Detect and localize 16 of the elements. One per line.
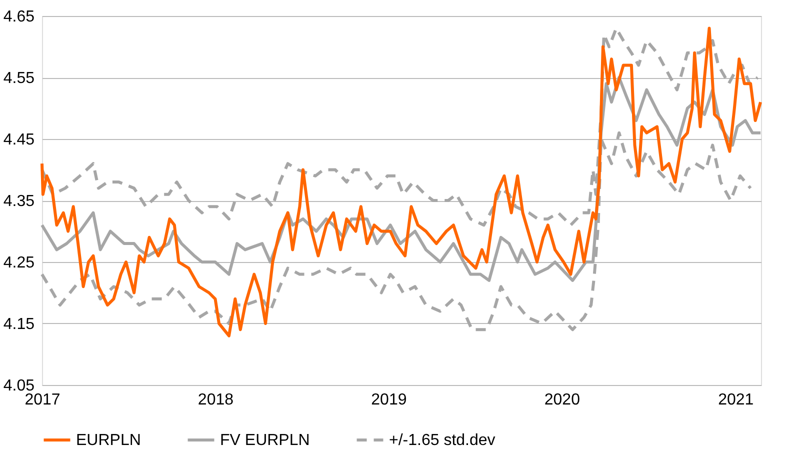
y-tick-label: 4.15 [3,316,35,333]
legend-label: FV EURPLN [220,432,310,449]
legend-label: EURPLN [76,432,141,449]
x-tick-label: 2019 [371,392,407,408]
y-tick-label: 4.05 [3,378,35,394]
y-tick-label: 4.35 [3,193,35,210]
x-tick-label: 2020 [544,392,580,408]
legend-label: +/-1.65 std.dev [389,432,496,449]
y-tick-label: 4.45 [3,132,35,148]
line-series [40,26,762,338]
x-tick-label: 2018 [198,392,234,408]
y-tick-label: 4.65 [3,8,35,26]
x-tick-label: 2017 [24,392,60,408]
y-tick-label: 4.25 [3,254,35,272]
y-tick-label: 4.55 [3,70,35,87]
x-tick-label: 2021 [718,392,754,408]
